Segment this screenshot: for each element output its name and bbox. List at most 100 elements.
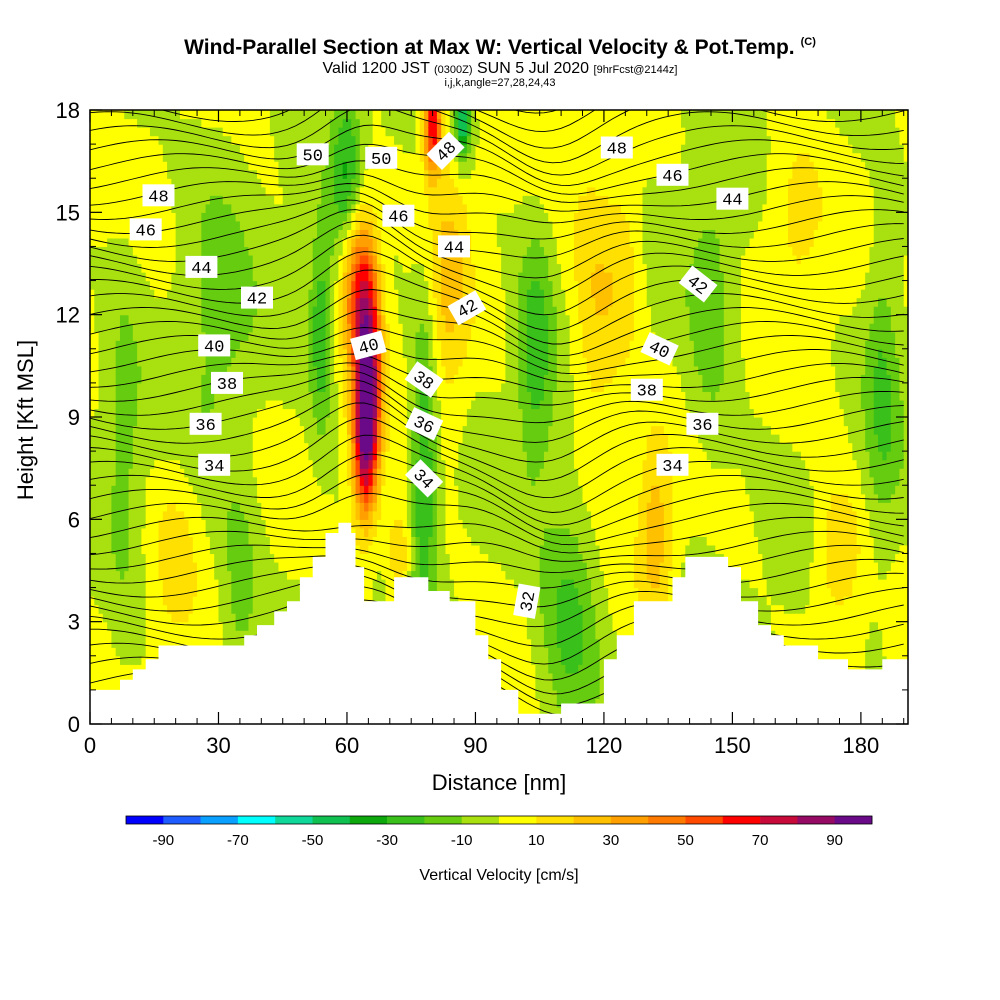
velocity-cell (188, 485, 194, 495)
velocity-cell (364, 451, 369, 461)
velocity-cell (209, 442, 215, 452)
velocity-cell (137, 647, 142, 657)
velocity-cell (235, 195, 241, 205)
velocity-cell (287, 493, 292, 503)
velocity-cell (132, 195, 138, 205)
velocity-cell (304, 365, 310, 375)
velocity-cell (167, 561, 172, 572)
velocity-cell (346, 391, 352, 401)
velocity-cell (299, 246, 305, 256)
velocity-cell (239, 152, 245, 162)
velocity-cell (368, 169, 374, 179)
velocity-cell (222, 280, 228, 290)
velocity-cell (154, 161, 160, 171)
velocity-cell (222, 263, 228, 273)
velocity-cell (222, 110, 228, 120)
velocity-cell (355, 110, 361, 120)
velocity-cell (218, 519, 224, 529)
velocity-cell (107, 220, 113, 230)
velocity-cell (227, 527, 232, 537)
velocity-cell (111, 297, 117, 307)
velocity-cell (274, 604, 280, 614)
velocity-cell (115, 348, 121, 358)
velocity-cell (334, 306, 339, 316)
velocity-cell (102, 468, 108, 478)
velocity-cell (167, 527, 172, 537)
velocity-cell (342, 297, 348, 307)
velocity-cell (244, 510, 250, 520)
velocity-cell (287, 417, 292, 427)
velocity-cell (372, 399, 378, 410)
velocity-cell (162, 246, 168, 256)
velocity-cell (179, 229, 185, 239)
velocity-cell (111, 621, 117, 631)
velocity-cell (381, 553, 387, 563)
velocity-cell (338, 110, 344, 120)
velocity-cell (107, 382, 113, 393)
velocity-cell (149, 127, 155, 137)
velocity-cell (252, 306, 258, 316)
velocity-cell (154, 382, 160, 393)
velocity-cell (376, 561, 382, 572)
velocity-cell (321, 502, 327, 512)
velocity-cell (278, 391, 284, 401)
velocity-cell (278, 254, 284, 265)
velocity-cell (252, 451, 258, 461)
velocity-cell (316, 280, 322, 290)
velocity-cell (154, 399, 160, 410)
velocity-cell (231, 331, 237, 341)
velocity-cell (376, 203, 382, 213)
velocity-cell (115, 613, 121, 623)
velocity-cell (197, 178, 202, 188)
velocity-cell (214, 229, 220, 239)
velocity-cell (248, 127, 254, 137)
velocity-cell (102, 178, 108, 188)
velocity-cell (128, 408, 134, 418)
velocity-cell (137, 451, 142, 461)
velocity-cell (269, 220, 275, 230)
velocity-cell (102, 144, 108, 154)
velocity-cell (128, 314, 134, 324)
velocity-cell (282, 570, 288, 580)
velocity-cell (154, 254, 160, 265)
velocity-cell (257, 596, 262, 606)
velocity-cell (316, 340, 322, 350)
velocity-cell (94, 655, 100, 665)
velocity-cell (197, 195, 202, 205)
velocity-cell (128, 297, 134, 307)
velocity-cell (295, 340, 301, 350)
velocity-cell (351, 135, 357, 145)
velocity-cell (171, 306, 177, 316)
velocity-cell (222, 544, 228, 555)
velocity-cell (329, 220, 335, 230)
velocity-cell (222, 442, 228, 452)
velocity-cell (299, 340, 305, 350)
velocity-cell (107, 647, 113, 657)
velocity-cell (381, 442, 387, 452)
velocity-cell (381, 331, 387, 341)
velocity-cell (90, 212, 95, 222)
velocity-cell (239, 110, 245, 120)
velocity-cell (179, 246, 185, 256)
velocity-cell (218, 510, 224, 520)
velocity-cell (145, 118, 151, 128)
velocity-cell (107, 664, 113, 674)
velocity-cell (278, 195, 284, 205)
velocity-cell (222, 127, 228, 137)
velocity-cell (381, 587, 387, 597)
velocity-cell (179, 417, 185, 427)
velocity-cell (257, 195, 262, 205)
velocity-cell (115, 237, 121, 248)
velocity-cell (304, 272, 310, 282)
velocity-cell (231, 152, 237, 162)
velocity-cell (278, 587, 284, 597)
velocity-cell (239, 186, 245, 196)
velocity-cell (149, 561, 155, 572)
velocity-cell (299, 306, 305, 316)
velocity-cell (274, 246, 280, 256)
velocity-cell (98, 178, 104, 188)
velocity-cell (287, 476, 292, 486)
velocity-cell (282, 186, 288, 196)
velocity-cell (299, 417, 305, 427)
velocity-cell (218, 536, 224, 546)
